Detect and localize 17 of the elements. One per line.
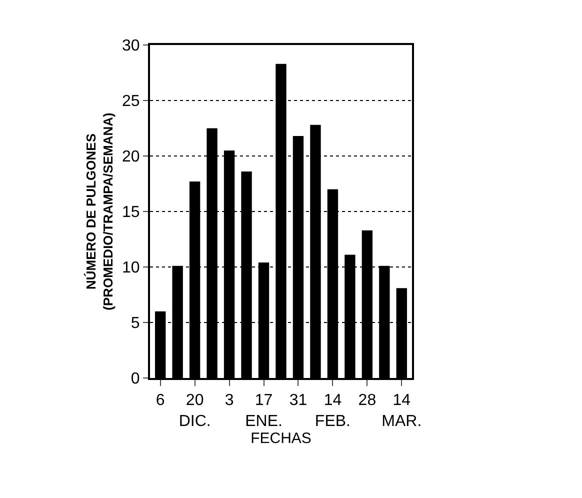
y-tick-label: 25	[122, 93, 140, 110]
y-tick-label: 20	[122, 148, 140, 166]
x-axis-title: FECHAS	[250, 430, 312, 447]
y-tick-label: 30	[122, 38, 140, 55]
x-tick-label: 17 ENE.	[245, 392, 282, 430]
y-tick-label: 10	[122, 260, 140, 277]
x-tick-label: 6	[156, 392, 165, 410]
y-tick-label: 5	[130, 315, 140, 332]
y-axis-title: NÚMERO DE PULGONES (PROMEDIO/TRAMPA/SEMANA)	[84, 112, 116, 310]
x-tick-label: 31	[289, 392, 308, 410]
x-tick-label: 14 MAR.	[382, 392, 422, 430]
x-tick-label: 28	[358, 392, 376, 410]
x-tick-label: 3	[224, 392, 234, 410]
x-tick-label: 20 DIC.	[178, 392, 211, 430]
x-tick-label: 14 FEB.	[314, 392, 350, 430]
y-tick-label: 15	[122, 204, 140, 222]
y-tick-label: 0	[130, 370, 140, 388]
